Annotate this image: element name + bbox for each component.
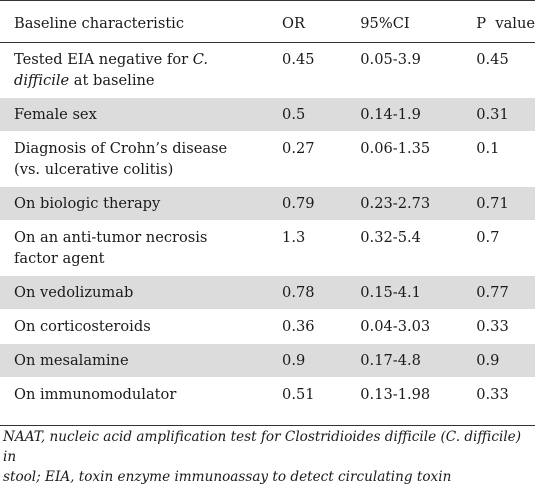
row-or: 0.5 — [282, 105, 306, 123]
row-characteristic: On vedolizumab — [14, 283, 134, 301]
table-header: Baseline characteristic OR 95%CI P value — [0, 7, 535, 42]
row-ci: 0.17-4.8 — [360, 351, 421, 369]
row-ci: 0.14-1.9 — [360, 105, 421, 123]
table-row: On vedolizumab 0.78 0.15-4.1 0.77 — [0, 275, 535, 309]
table-footnote: NAAT, nucleic acid amplification test fo… — [3, 427, 535, 487]
row-p: 0.33 — [476, 317, 509, 335]
row-or: 1.3 — [282, 228, 306, 246]
table-row: On corticosteroids 0.36 0.04-3.03 0.33 — [0, 309, 535, 343]
row-p: 0.9 — [476, 351, 500, 369]
table-bottom-rule — [0, 425, 535, 426]
table-row: On biologic therapy 0.79 0.23-2.73 0.71 — [0, 186, 535, 220]
row-or: 0.78 — [282, 283, 315, 301]
row-characteristic: Diagnosis of Crohn’s disease (vs. ulcerat… — [0, 131, 282, 186]
row-ci: 0.32-5.4 — [360, 228, 421, 246]
row-ci: 0.06-1.35 — [360, 139, 431, 157]
characteristic-text: at baseline — [69, 71, 155, 89]
row-or: 0.45 — [282, 50, 315, 68]
table-row: Tested EIA negative for C. difficile at b… — [0, 42, 535, 97]
characteristic-italic: difficile — [14, 71, 70, 89]
header-or: OR — [282, 15, 305, 32]
row-characteristic: On biologic therapy — [14, 194, 161, 212]
row-characteristic: On immunomodulator — [14, 385, 177, 403]
characteristic-text: (vs. ulcerative colitis) — [14, 160, 174, 178]
table-row: On mesalamine 0.9 0.17-4.8 0.9 — [0, 343, 535, 377]
footnote-line: stool; EIA, toxin enzyme immunoassay to … — [3, 469, 452, 485]
row-or: 0.36 — [282, 317, 315, 335]
table-row: On an anti-tumor necrosis factor agent 1.… — [0, 220, 535, 275]
row-ci: 0.23-2.73 — [360, 194, 431, 212]
row-characteristic: On an anti-tumor necrosis factor agent — [0, 220, 282, 275]
row-p: 0.31 — [476, 105, 509, 123]
row-ci: 0.04-3.03 — [360, 317, 431, 335]
header-p-value: P value — [476, 7, 535, 42]
header-row: Baseline characteristic OR 95%CI P value — [0, 7, 535, 42]
row-or: 0.27 — [282, 139, 315, 157]
row-ci: 0.05-3.9 — [360, 50, 421, 68]
table-top-rule — [0, 0, 535, 1]
table-row: Diagnosis of Crohn’s disease (vs. ulcerat… — [0, 131, 535, 186]
row-p: 0.33 — [476, 385, 509, 403]
row-p: 0.77 — [476, 283, 509, 301]
header-baseline-characteristic: Baseline characteristic — [14, 15, 185, 32]
row-ci: 0.13-1.98 — [360, 385, 431, 403]
row-p: 0.7 — [476, 228, 500, 246]
header-p-value-text: P value — [476, 15, 535, 32]
row-characteristic: On mesalamine — [14, 351, 129, 369]
row-or: 0.9 — [282, 351, 306, 369]
header-95ci: 95%CI — [360, 15, 410, 32]
row-or: 0.79 — [282, 194, 315, 212]
row-characteristic: Tested EIA negative for C. difficile at b… — [0, 42, 282, 97]
characteristic-text: Tested EIA negative for — [14, 50, 193, 68]
table-row: Female sex 0.5 0.14-1.9 0.31 — [0, 97, 535, 131]
row-ci: 0.15-4.1 — [360, 283, 421, 301]
characteristic-text: On an anti-tumor necrosis — [14, 228, 208, 246]
row-characteristic: Female sex — [14, 105, 97, 123]
row-p: 0.1 — [476, 139, 500, 157]
row-characteristic: On corticosteroids — [14, 317, 151, 335]
characteristic-text: Diagnosis of Crohn’s disease — [14, 139, 228, 157]
characteristic-italic: C. — [192, 50, 209, 68]
footnote-line: NAAT, nucleic acid amplification test fo… — [3, 429, 522, 465]
row-p: 0.45 — [476, 50, 509, 68]
odds-ratio-table: Baseline characteristic OR 95%CI P value… — [0, 7, 535, 412]
table-row: On immunomodulator 0.51 0.13-1.98 0.33 — [0, 377, 535, 411]
characteristic-text: factor agent — [14, 249, 105, 267]
table-body: Tested EIA negative for C. difficile at b… — [0, 42, 535, 411]
row-p: 0.71 — [476, 194, 509, 212]
row-or: 0.51 — [282, 385, 315, 403]
